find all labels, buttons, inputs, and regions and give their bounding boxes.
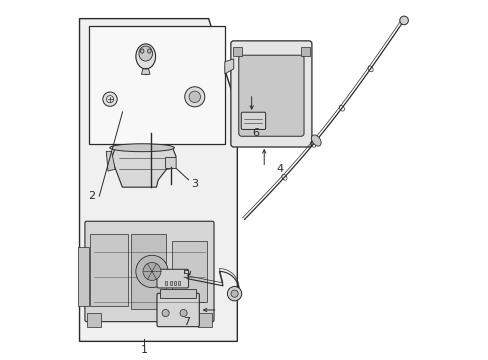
Text: 3: 3 [190, 179, 197, 189]
Ellipse shape [147, 49, 151, 53]
Text: 5: 5 [182, 270, 188, 280]
Circle shape [180, 310, 187, 317]
Bar [174, 281, 176, 285]
Bar [301, 47, 309, 56]
Circle shape [227, 287, 241, 301]
Polygon shape [111, 148, 176, 187]
Ellipse shape [139, 46, 152, 61]
Circle shape [136, 255, 168, 288]
Bar [172, 241, 207, 302]
FancyBboxPatch shape [241, 112, 265, 130]
Ellipse shape [136, 44, 155, 69]
Text: 7: 7 [183, 317, 190, 327]
Text: 2: 2 [88, 191, 96, 201]
Polygon shape [141, 69, 150, 75]
Bar [90, 234, 128, 306]
Bar [233, 47, 241, 56]
FancyBboxPatch shape [238, 55, 304, 136]
Bar [88, 26, 224, 144]
Bar [178, 281, 180, 285]
Ellipse shape [140, 49, 143, 53]
FancyBboxPatch shape [85, 221, 214, 321]
Circle shape [184, 87, 204, 107]
FancyBboxPatch shape [157, 293, 199, 327]
Ellipse shape [311, 135, 321, 146]
Text: 1: 1 [141, 345, 147, 355]
Bar [160, 289, 196, 298]
Ellipse shape [110, 144, 174, 152]
FancyBboxPatch shape [230, 41, 311, 147]
Polygon shape [80, 19, 237, 341]
Bar [86, 313, 101, 327]
Bar [78, 247, 88, 306]
Circle shape [162, 310, 169, 317]
Bar [165, 281, 167, 285]
FancyBboxPatch shape [165, 157, 176, 168]
Bar [130, 234, 165, 309]
Circle shape [189, 91, 200, 103]
Circle shape [102, 92, 117, 106]
Polygon shape [106, 151, 115, 171]
Bar [169, 281, 171, 285]
Text: 6: 6 [251, 129, 258, 138]
Bar [198, 313, 212, 327]
Text: 4: 4 [276, 164, 284, 174]
Circle shape [230, 290, 238, 297]
Circle shape [142, 262, 161, 280]
FancyBboxPatch shape [157, 269, 188, 288]
Polygon shape [224, 59, 233, 74]
Circle shape [399, 16, 407, 25]
